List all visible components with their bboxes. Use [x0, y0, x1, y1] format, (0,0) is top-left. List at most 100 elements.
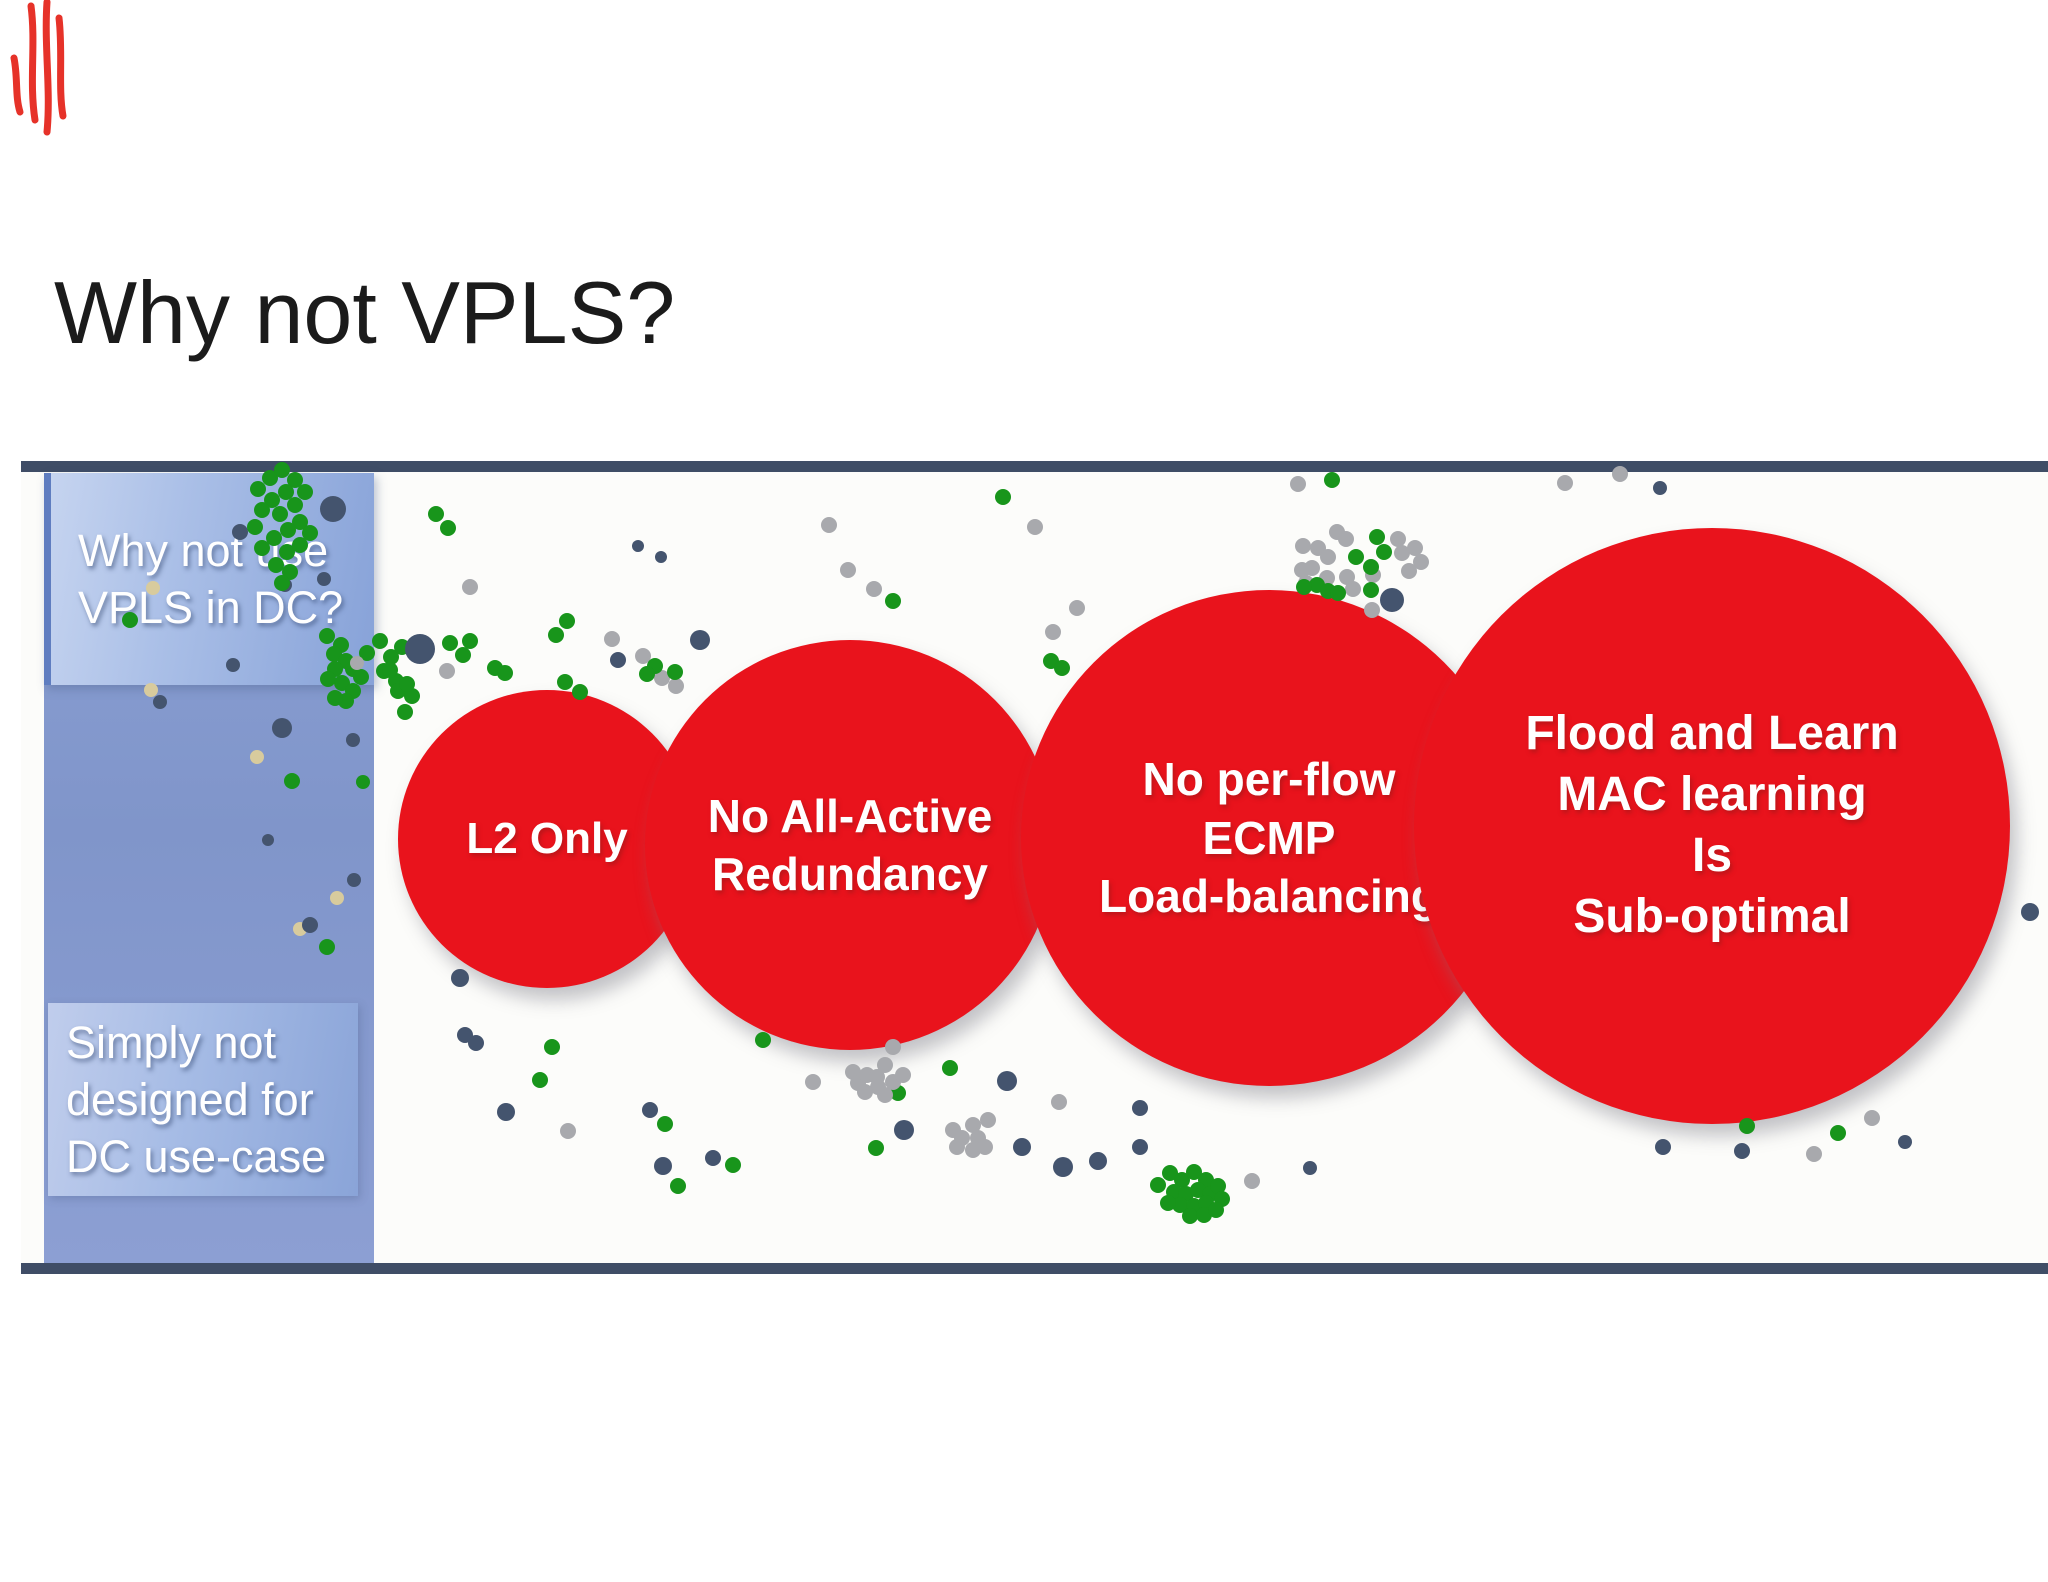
scatter-dot: [1053, 1157, 1073, 1177]
scatter-dot: [635, 648, 651, 664]
scatter-dot: [359, 645, 375, 661]
scatter-dot: [690, 630, 710, 650]
scatter-dot: [894, 1120, 914, 1140]
scatter-dot: [642, 1102, 658, 1118]
scatter-dot: [942, 1060, 958, 1076]
scatter-dot: [254, 540, 270, 556]
scatter-dot: [572, 684, 588, 700]
scatter-dot: [1394, 545, 1410, 561]
scatter-dot: [287, 497, 303, 513]
scatter-dot: [1132, 1100, 1148, 1116]
scatter-dot: [560, 1123, 576, 1139]
scatter-dot: [272, 718, 292, 738]
scatter-dot: [1338, 531, 1354, 547]
scatter-dot: [1653, 481, 1667, 495]
scatter-dot: [877, 1057, 893, 1073]
scatter-dot: [1303, 1161, 1317, 1175]
scatter-dot: [292, 537, 308, 553]
scatter-dot: [462, 579, 478, 595]
scatter-dot: [247, 519, 263, 535]
scatter-dot: [1027, 519, 1043, 535]
scatter-dot: [455, 647, 471, 663]
scatter-dot: [1739, 1118, 1755, 1134]
scatter-dot: [278, 484, 294, 500]
scatter-dot: [284, 773, 300, 789]
scatter-dot: [1401, 563, 1417, 579]
issue-circle-label-line: Load-balancing: [1099, 870, 1439, 923]
scatter-dot: [297, 484, 313, 500]
scatter-dot: [232, 524, 248, 540]
scatter-dot: [1806, 1146, 1822, 1162]
scatter-dot: [274, 462, 290, 478]
scatter-dot: [1210, 1178, 1226, 1194]
scatter-dot: [821, 517, 837, 533]
scatter-dot: [1320, 549, 1336, 565]
scatter-dot: [980, 1112, 996, 1128]
scatter-dot: [1069, 600, 1085, 616]
scatter-dot: [1407, 540, 1423, 556]
scatter-dot: [1150, 1177, 1166, 1193]
scatter-dot: [280, 522, 296, 538]
scatter-dot: [977, 1139, 993, 1155]
issue-circle-label-line: Sub-optimal: [1573, 889, 1851, 943]
scatter-dot: [356, 775, 370, 789]
scatter-dot: [1294, 562, 1310, 578]
sidebar-note-bottom-line3: DC use-case: [66, 1131, 327, 1182]
sidebar-note-bottom-line2: designed for: [66, 1074, 314, 1125]
scatter-dot: [346, 733, 360, 747]
scatter-dot: [1045, 624, 1061, 640]
issue-circle-flood-and-learn: Flood and Learn MAC learning Is Sub-optimal: [1414, 528, 2010, 1124]
scatter-dot: [654, 1157, 672, 1175]
scatter-dot: [885, 1039, 901, 1055]
sidebar-note-top-line1: Why not use: [78, 525, 329, 576]
scatter-dot: [604, 631, 620, 647]
scatter-dot: [399, 676, 415, 692]
issue-circle-label-line: Redundancy: [711, 848, 989, 900]
scatter-dot: [262, 470, 278, 486]
scatter-dot: [895, 1067, 911, 1083]
scatter-dot: [559, 613, 575, 629]
scatter-dot: [1051, 1094, 1067, 1110]
issue-circle-label-line: MAC learning: [1557, 768, 1867, 822]
scatter-dot: [383, 649, 399, 665]
scatter-dot: [667, 664, 683, 680]
scatter-dot: [1290, 476, 1306, 492]
red-scribble-icon: [10, 0, 67, 136]
scatter-dot: [1363, 582, 1379, 598]
scatter-dot: [287, 472, 303, 488]
scatter-dot: [868, 1140, 884, 1156]
scatter-dot: [654, 670, 670, 686]
scatter-dot: [557, 674, 573, 690]
scatter-dot: [350, 656, 364, 670]
scatter-dot: [442, 635, 458, 651]
scatter-dot: [965, 1117, 981, 1133]
scatter-dot: [877, 1087, 893, 1103]
scatter-dot: [327, 690, 343, 706]
scatter-dot: [405, 634, 435, 664]
scatter-dot: [320, 496, 346, 522]
scatter-dot: [1174, 1172, 1190, 1188]
scatter-dot: [1208, 1202, 1224, 1218]
scatter-dot: [439, 663, 455, 679]
scatter-dot: [254, 502, 270, 518]
bottom-divider: [21, 1263, 2048, 1274]
scatter-dot: [319, 628, 335, 644]
sidebar-note-top-line2: VPLS in DC?: [78, 582, 344, 633]
scatter-dot: [462, 633, 478, 649]
scatter-dot: [274, 575, 290, 591]
scatter-dot: [866, 581, 882, 597]
top-divider: [21, 461, 2048, 472]
scatter-dot: [639, 666, 655, 682]
scatter-dot: [144, 683, 158, 697]
scatter-dot: [451, 969, 469, 987]
scatter-dot: [755, 1032, 771, 1048]
issue-circle-label-line: Is: [1691, 829, 1733, 882]
scatter-dot: [468, 1035, 484, 1051]
scatter-dot: [632, 540, 644, 552]
scatter-dot: [319, 939, 335, 955]
issue-circle-label-line: L2 Only: [466, 814, 628, 864]
slide-title: Why not VPLS?: [54, 263, 676, 362]
scatter-dot: [440, 520, 456, 536]
scatter-dot: [428, 506, 444, 522]
